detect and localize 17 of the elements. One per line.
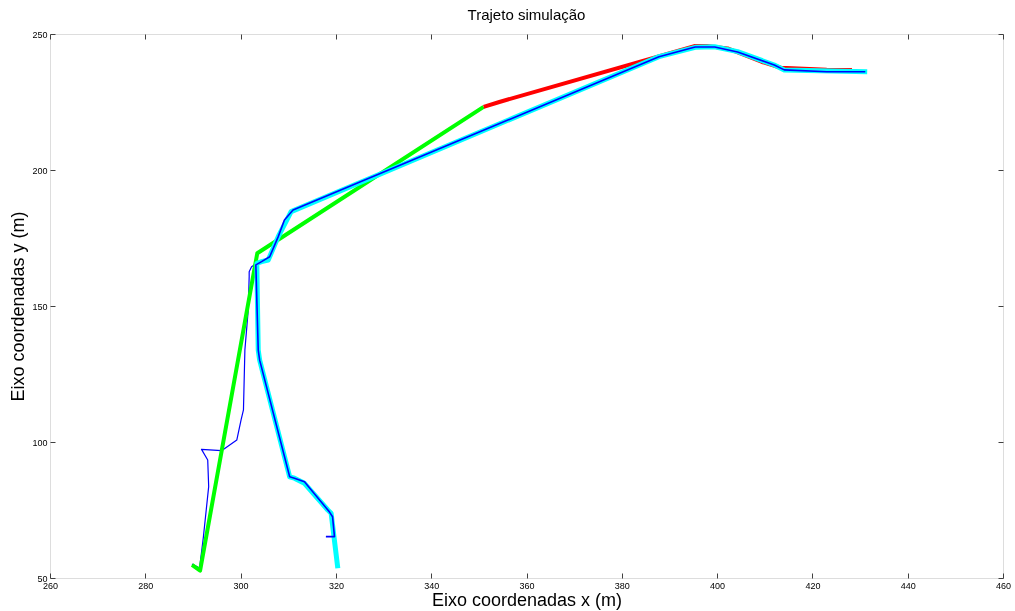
x-tick-label: 300 <box>233 580 249 591</box>
y-tick-label: 200 <box>32 165 48 176</box>
x-tick-label: 400 <box>710 580 726 591</box>
x-tick-label: 320 <box>328 580 344 591</box>
y-tick-label: 250 <box>32 29 48 40</box>
y-axis-title: Eixo coordenadas y (m) <box>8 211 29 402</box>
x-tick-label: 280 <box>138 580 154 591</box>
y-tick-label: 150 <box>32 301 48 312</box>
chart-title: Trajeto simulação <box>467 6 586 23</box>
x-tick-label: 420 <box>805 580 821 591</box>
x-tick-label: 440 <box>900 580 916 591</box>
x-axis-title: Eixo coordenadas x (m) <box>431 589 623 610</box>
x-tick-label: 340 <box>424 580 440 591</box>
y-tick-label: 100 <box>32 437 48 448</box>
x-tick-label: 380 <box>614 580 630 591</box>
x-tick-label: 360 <box>519 580 535 591</box>
x-tick-label: 460 <box>995 580 1012 591</box>
